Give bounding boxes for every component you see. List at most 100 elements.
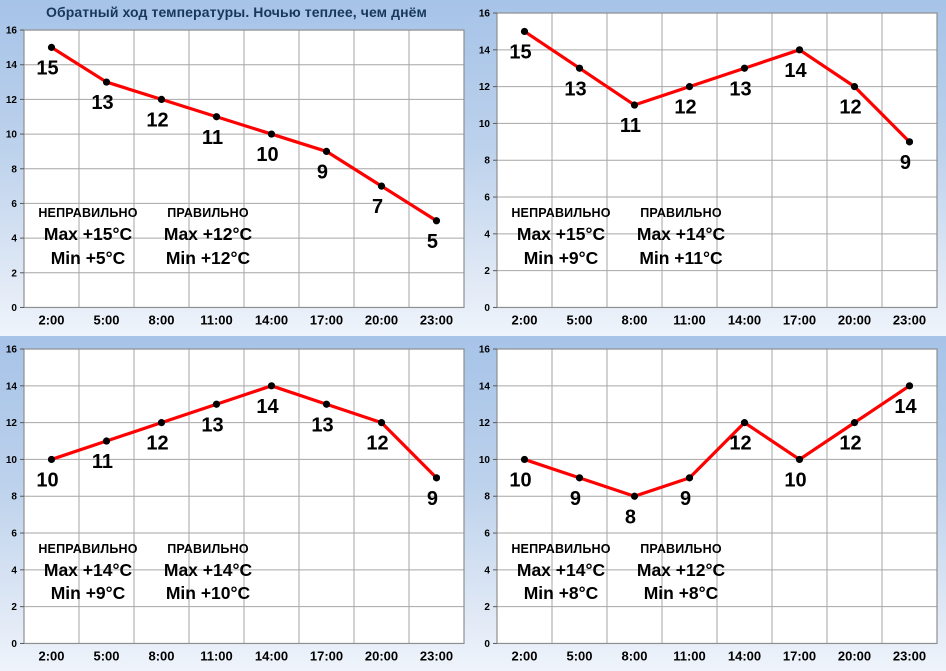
data-point-marker xyxy=(267,381,276,389)
temperature-line xyxy=(49,45,439,223)
data-point-label: 9 xyxy=(317,161,328,183)
data-point-label: 12 xyxy=(146,109,168,131)
annotation-incorrect: НЕПРАВИЛЬНО Max +14°C Min +9°C xyxy=(24,542,152,607)
y-tick-label: 4 xyxy=(11,565,17,576)
data-point-marker xyxy=(795,46,804,54)
data-point-marker xyxy=(377,182,386,190)
data-point-marker xyxy=(685,83,694,91)
y-tick-label: 4 xyxy=(484,565,490,576)
data-point-marker xyxy=(630,101,639,109)
data-point-marker xyxy=(850,83,859,91)
annotation-correct: ПРАВИЛЬНО Max +12°C Min +12°C xyxy=(144,206,272,271)
temperature-line xyxy=(49,383,439,479)
data-point-label: 12 xyxy=(146,432,168,454)
y-tick-label: 0 xyxy=(484,303,490,314)
data-point-marker xyxy=(102,436,111,445)
chart-panel-top-left: 0 2 4 6 8 10 12 14 16 2:00 5:00 8:00 11:00 14:00 17:00… xyxy=(0,0,473,336)
annotation-heading: НЕПРАВИЛЬНО xyxy=(511,541,611,556)
data-point-marker xyxy=(157,418,166,426)
chart-panel-bottom-left: 0 2 4 6 8 10 12 14 16 2:00 5:00 8:00 11:00 14:00 17:00… xyxy=(0,335,473,671)
annotation-heading: ПРАВИЛЬНО xyxy=(167,206,249,220)
data-point-marker xyxy=(212,400,221,408)
x-tick-label: 2:00 xyxy=(511,648,537,663)
x-tick-label: 2:00 xyxy=(38,648,64,663)
annotation-incorrect: НЕПРАВИЛЬНО Max +15°C Min +5°C xyxy=(24,206,152,271)
y-tick-label: 16 xyxy=(6,344,18,355)
chart-panel-bottom-right: 0 2 4 6 8 10 12 14 16 2:00 5:00 8:00 11:00 14:00 17:00… xyxy=(473,335,946,671)
y-tick-label: 0 xyxy=(484,638,490,649)
temperature-line xyxy=(522,383,912,498)
annotation-heading: ПРАВИЛЬНО xyxy=(167,541,249,556)
x-tick-label: 11:00 xyxy=(200,312,233,327)
x-tick-label: 20:00 xyxy=(838,312,871,327)
x-tick-label: 11:00 xyxy=(200,648,233,663)
data-point-label: 9 xyxy=(570,487,581,509)
x-tick-label: 8:00 xyxy=(148,312,174,327)
data-point-marker xyxy=(432,217,441,225)
data-point-marker xyxy=(377,418,386,426)
annotation-heading: ПРАВИЛЬНО xyxy=(640,206,722,220)
data-point-label: 15 xyxy=(36,57,58,79)
data-point-label: 5 xyxy=(427,231,438,253)
x-tick-label: 20:00 xyxy=(365,312,398,327)
temperature-line-chart: 0 2 4 6 8 10 12 14 16 2:00 5:00 8:00 11:00 14:00 17:00… xyxy=(479,9,938,327)
data-point-label: 13 xyxy=(311,414,333,436)
y-tick-label: 12 xyxy=(6,418,18,429)
y-tick-label: 14 xyxy=(6,60,18,71)
annotation-heading: НЕПРАВИЛЬНО xyxy=(38,541,138,556)
x-tick-label: 11:00 xyxy=(673,648,706,663)
data-point-marker xyxy=(905,381,914,389)
annotation-min-value: Min +11°C xyxy=(639,247,723,268)
x-tick-label: 11:00 xyxy=(673,312,706,327)
y-tick-label: 10 xyxy=(6,454,18,465)
data-point-marker xyxy=(740,418,749,426)
data-point-label: 11 xyxy=(202,127,223,149)
data-point-marker xyxy=(47,43,56,51)
y-tick-label: 4 xyxy=(484,229,490,240)
data-point-marker xyxy=(850,418,859,426)
y-tick-label: 6 xyxy=(11,199,17,210)
data-point-label: 10 xyxy=(784,469,806,491)
data-point-label: 9 xyxy=(427,487,438,509)
y-tick-label: 14 xyxy=(6,381,18,392)
data-point-label: 13 xyxy=(729,78,751,100)
annotation-max-value: Max +15°C xyxy=(516,224,606,244)
x-tick-label: 17:00 xyxy=(783,648,816,663)
y-tick-label: 14 xyxy=(479,45,491,56)
x-tick-label: 8:00 xyxy=(621,648,647,663)
y-tick-label: 12 xyxy=(479,418,491,429)
data-point-marker xyxy=(905,138,914,146)
data-point-marker xyxy=(630,492,639,500)
chart-panel-top-right: 0 2 4 6 8 10 12 14 16 2:00 5:00 8:00 11:00 14:00 17:00… xyxy=(473,0,946,336)
annotation-incorrect: НЕПРАВИЛЬНО Max +14°C Min +8°C xyxy=(497,542,625,607)
annotation-max-value: Max +14°C xyxy=(43,559,133,580)
data-point-marker xyxy=(47,455,56,463)
annotation-max-value: Max +14°C xyxy=(163,559,253,580)
x-tick-label: 17:00 xyxy=(783,312,816,327)
y-tick-label: 0 xyxy=(11,303,17,314)
data-point-marker xyxy=(520,27,529,36)
data-point-marker xyxy=(432,473,441,481)
x-tick-label: 14:00 xyxy=(728,312,761,327)
y-tick-label: 4 xyxy=(11,234,17,245)
temperature-line xyxy=(522,29,912,144)
x-tick-label: 17:00 xyxy=(310,312,343,327)
y-tick-label: 16 xyxy=(6,26,18,37)
x-tick-label: 5:00 xyxy=(93,648,119,663)
temperature-line-chart: 0 2 4 6 8 10 12 14 16 2:00 5:00 8:00 11:00 14:00 17:00… xyxy=(6,26,465,327)
data-point-label: 12 xyxy=(729,432,751,454)
x-tick-label: 2:00 xyxy=(38,312,64,327)
annotation-correct: ПРАВИЛЬНО Max +14°C Min +11°C xyxy=(617,206,745,271)
x-tick-label: 14:00 xyxy=(255,312,288,327)
x-tick-label: 14:00 xyxy=(728,648,761,663)
annotation-correct: ПРАВИЛЬНО Max +12°C Min +8°C xyxy=(617,542,745,607)
annotation-incorrect: НЕПРАВИЛЬНО Max +15°C Min +9°C xyxy=(497,206,625,271)
y-tick-label: 8 xyxy=(484,156,490,167)
annotation-max-value: Max +14°C xyxy=(636,224,726,244)
annotation-heading: НЕПРАВИЛЬНО xyxy=(38,206,138,220)
temperature-line-chart: 0 2 4 6 8 10 12 14 16 2:00 5:00 8:00 11:00 14:00 17:00… xyxy=(6,344,465,663)
data-point-marker xyxy=(102,78,111,86)
x-tick-label: 20:00 xyxy=(838,648,871,663)
data-point-label: 13 xyxy=(564,78,586,100)
